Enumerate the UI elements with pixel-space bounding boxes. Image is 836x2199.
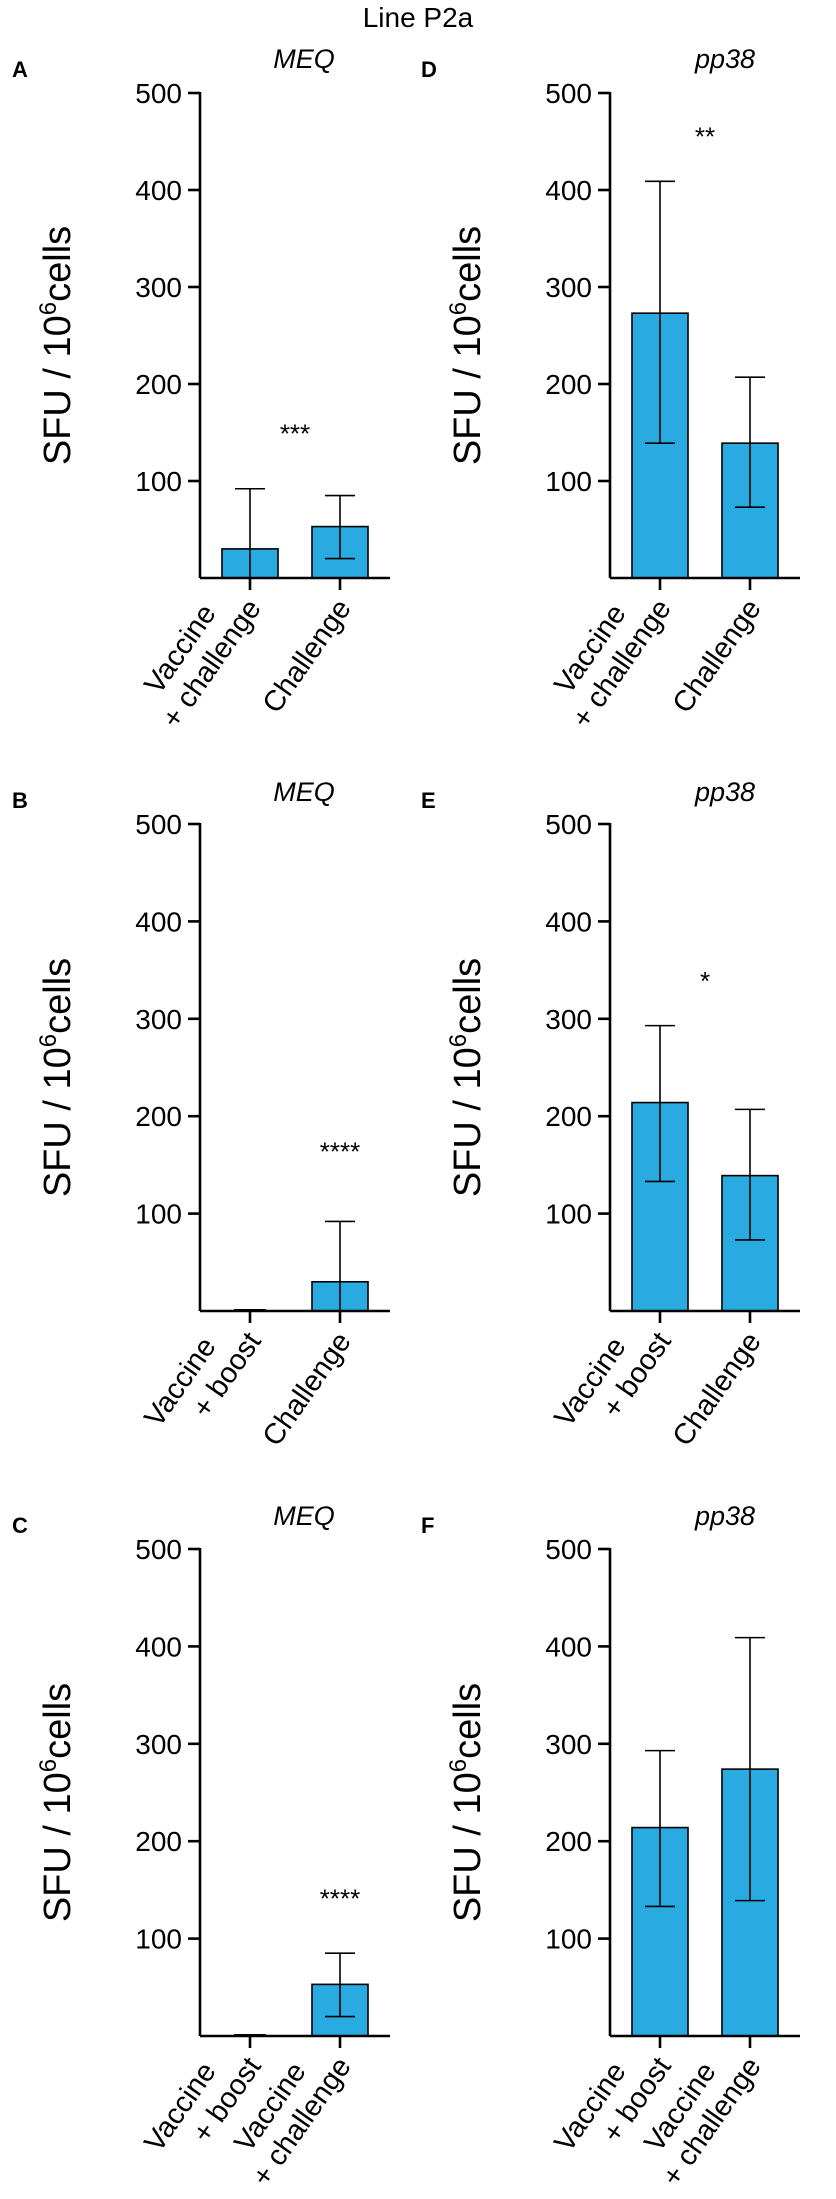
y-axis-label-tail: cells (447, 958, 489, 1034)
panel-letter: E (421, 788, 436, 813)
y-tick-label: 500 (545, 809, 592, 840)
y-tick-label: 100 (545, 466, 592, 497)
y-tick-label: 300 (135, 272, 182, 303)
y-axis-label: SFU / 106cells (445, 958, 489, 1197)
x-tick-label: Challenge (667, 594, 768, 719)
y-axis-label-main: SFU / 10 (37, 1047, 79, 1197)
y-tick-label: 400 (135, 175, 182, 206)
y-tick-label: 100 (545, 1924, 592, 1955)
y-tick-label: 400 (135, 1631, 182, 1662)
x-tick-label: Challenge (667, 1327, 768, 1452)
y-axis-label-sup: 6 (445, 1034, 472, 1047)
panel-letter: D (421, 57, 437, 82)
y-tick-label: 300 (545, 272, 592, 303)
y-axis-label: SFU / 106cells (445, 1683, 489, 1922)
y-axis-label: SFU / 106cells (35, 226, 79, 465)
y-tick-label: 200 (135, 369, 182, 400)
y-axis-label-main: SFU / 10 (37, 1772, 79, 1922)
y-tick-label: 500 (135, 809, 182, 840)
y-tick-label: 100 (545, 1199, 592, 1230)
y-axis-label-sup: 6 (35, 302, 62, 315)
chart-title: MEQ (273, 44, 335, 74)
y-axis-label-tail: cells (37, 958, 79, 1034)
y-tick-label: 400 (545, 175, 592, 206)
x-tick-label: Vaccine+ boost (549, 2032, 678, 2177)
x-tick-label-line: Challenge (667, 1327, 768, 1452)
y-axis-label-sup: 6 (35, 1759, 62, 1772)
chart-panel-c: C MEQ SFU / 106cells 100 200 300 400 500 Vaccine… (12, 1501, 390, 2192)
y-tick-label: 200 (545, 1826, 592, 1857)
y-axis-label-tail: cells (37, 1683, 79, 1759)
y-tick-label: 200 (135, 1101, 182, 1132)
y-axis-label-tail: cells (447, 226, 489, 302)
y-axis-label: SFU / 106cells (35, 1683, 79, 1922)
x-tick-label-line: Challenge (257, 1327, 358, 1452)
y-axis-label-main: SFU / 10 (37, 315, 79, 465)
x-tick-label: Vaccine+ boost (139, 1307, 268, 1452)
y-axis-label-sup: 6 (445, 1759, 472, 1772)
y-tick-label: 500 (135, 78, 182, 109)
x-tick-label-line: Challenge (667, 594, 768, 719)
y-tick-label: 400 (545, 1631, 592, 1662)
y-axis-label: SFU / 106cells (445, 226, 489, 465)
panel-letter: C (12, 1513, 28, 1538)
y-tick-label: 300 (135, 1004, 182, 1035)
y-tick-label: 400 (135, 906, 182, 937)
y-tick-label: 100 (135, 466, 182, 497)
chart-panel-a: A MEQ SFU / 106cells 100 200 300 400 500 Vaccine… (12, 44, 390, 734)
chart-title: MEQ (273, 777, 335, 807)
y-axis-label: SFU / 106cells (35, 958, 79, 1197)
y-tick-label: 300 (545, 1729, 592, 1760)
x-tick-label: Vaccine+ challenge (128, 574, 268, 734)
figure-title: Line P2a (362, 2, 474, 33)
significance-label: **** (320, 1136, 360, 1166)
y-tick-label: 500 (135, 1534, 182, 1565)
y-axis-label-sup: 6 (35, 1034, 62, 1047)
y-axis-label-tail: cells (447, 1683, 489, 1759)
y-tick-label: 200 (545, 1101, 592, 1132)
x-tick-label: Challenge (257, 594, 358, 719)
y-tick-label: 400 (545, 906, 592, 937)
y-axis-label-tail: cells (37, 226, 79, 302)
y-axis-label-main: SFU / 10 (447, 1047, 489, 1197)
panel-letter: B (12, 788, 28, 813)
x-tick-label-line: Challenge (257, 594, 358, 719)
chart-panel-b: B MEQ SFU / 106cells 100 200 300 400 500 Vaccine… (12, 777, 390, 1452)
chart-title: pp38 (694, 777, 755, 807)
y-tick-label: 200 (135, 1826, 182, 1857)
x-tick-label: Vaccine+ challenge (538, 574, 678, 734)
y-axis-label-main: SFU / 10 (447, 315, 489, 465)
chart-title: pp38 (694, 1501, 755, 1531)
y-axis-label-sup: 6 (445, 302, 472, 315)
significance-label: ** (695, 122, 715, 152)
chart-title: MEQ (273, 1501, 335, 1531)
y-tick-label: 300 (135, 1729, 182, 1760)
panel-letter: A (12, 57, 28, 82)
significance-label: * (700, 966, 710, 996)
y-tick-label: 300 (545, 1004, 592, 1035)
y-tick-label: 100 (135, 1199, 182, 1230)
x-tick-label: Vaccine+ boost (549, 1307, 678, 1452)
y-tick-label: 200 (545, 369, 592, 400)
significance-label: **** (320, 1884, 360, 1914)
chart-title: pp38 (694, 44, 755, 74)
y-tick-label: 500 (545, 1534, 592, 1565)
x-tick-label: Challenge (257, 1327, 358, 1452)
y-axis-label-main: SFU / 10 (447, 1772, 489, 1922)
panel-letter: F (421, 1513, 434, 1538)
x-tick-label: Vaccine+ boost (139, 2032, 268, 2177)
y-tick-label: 500 (545, 78, 592, 109)
y-tick-label: 100 (135, 1924, 182, 1955)
significance-label: *** (280, 419, 310, 449)
